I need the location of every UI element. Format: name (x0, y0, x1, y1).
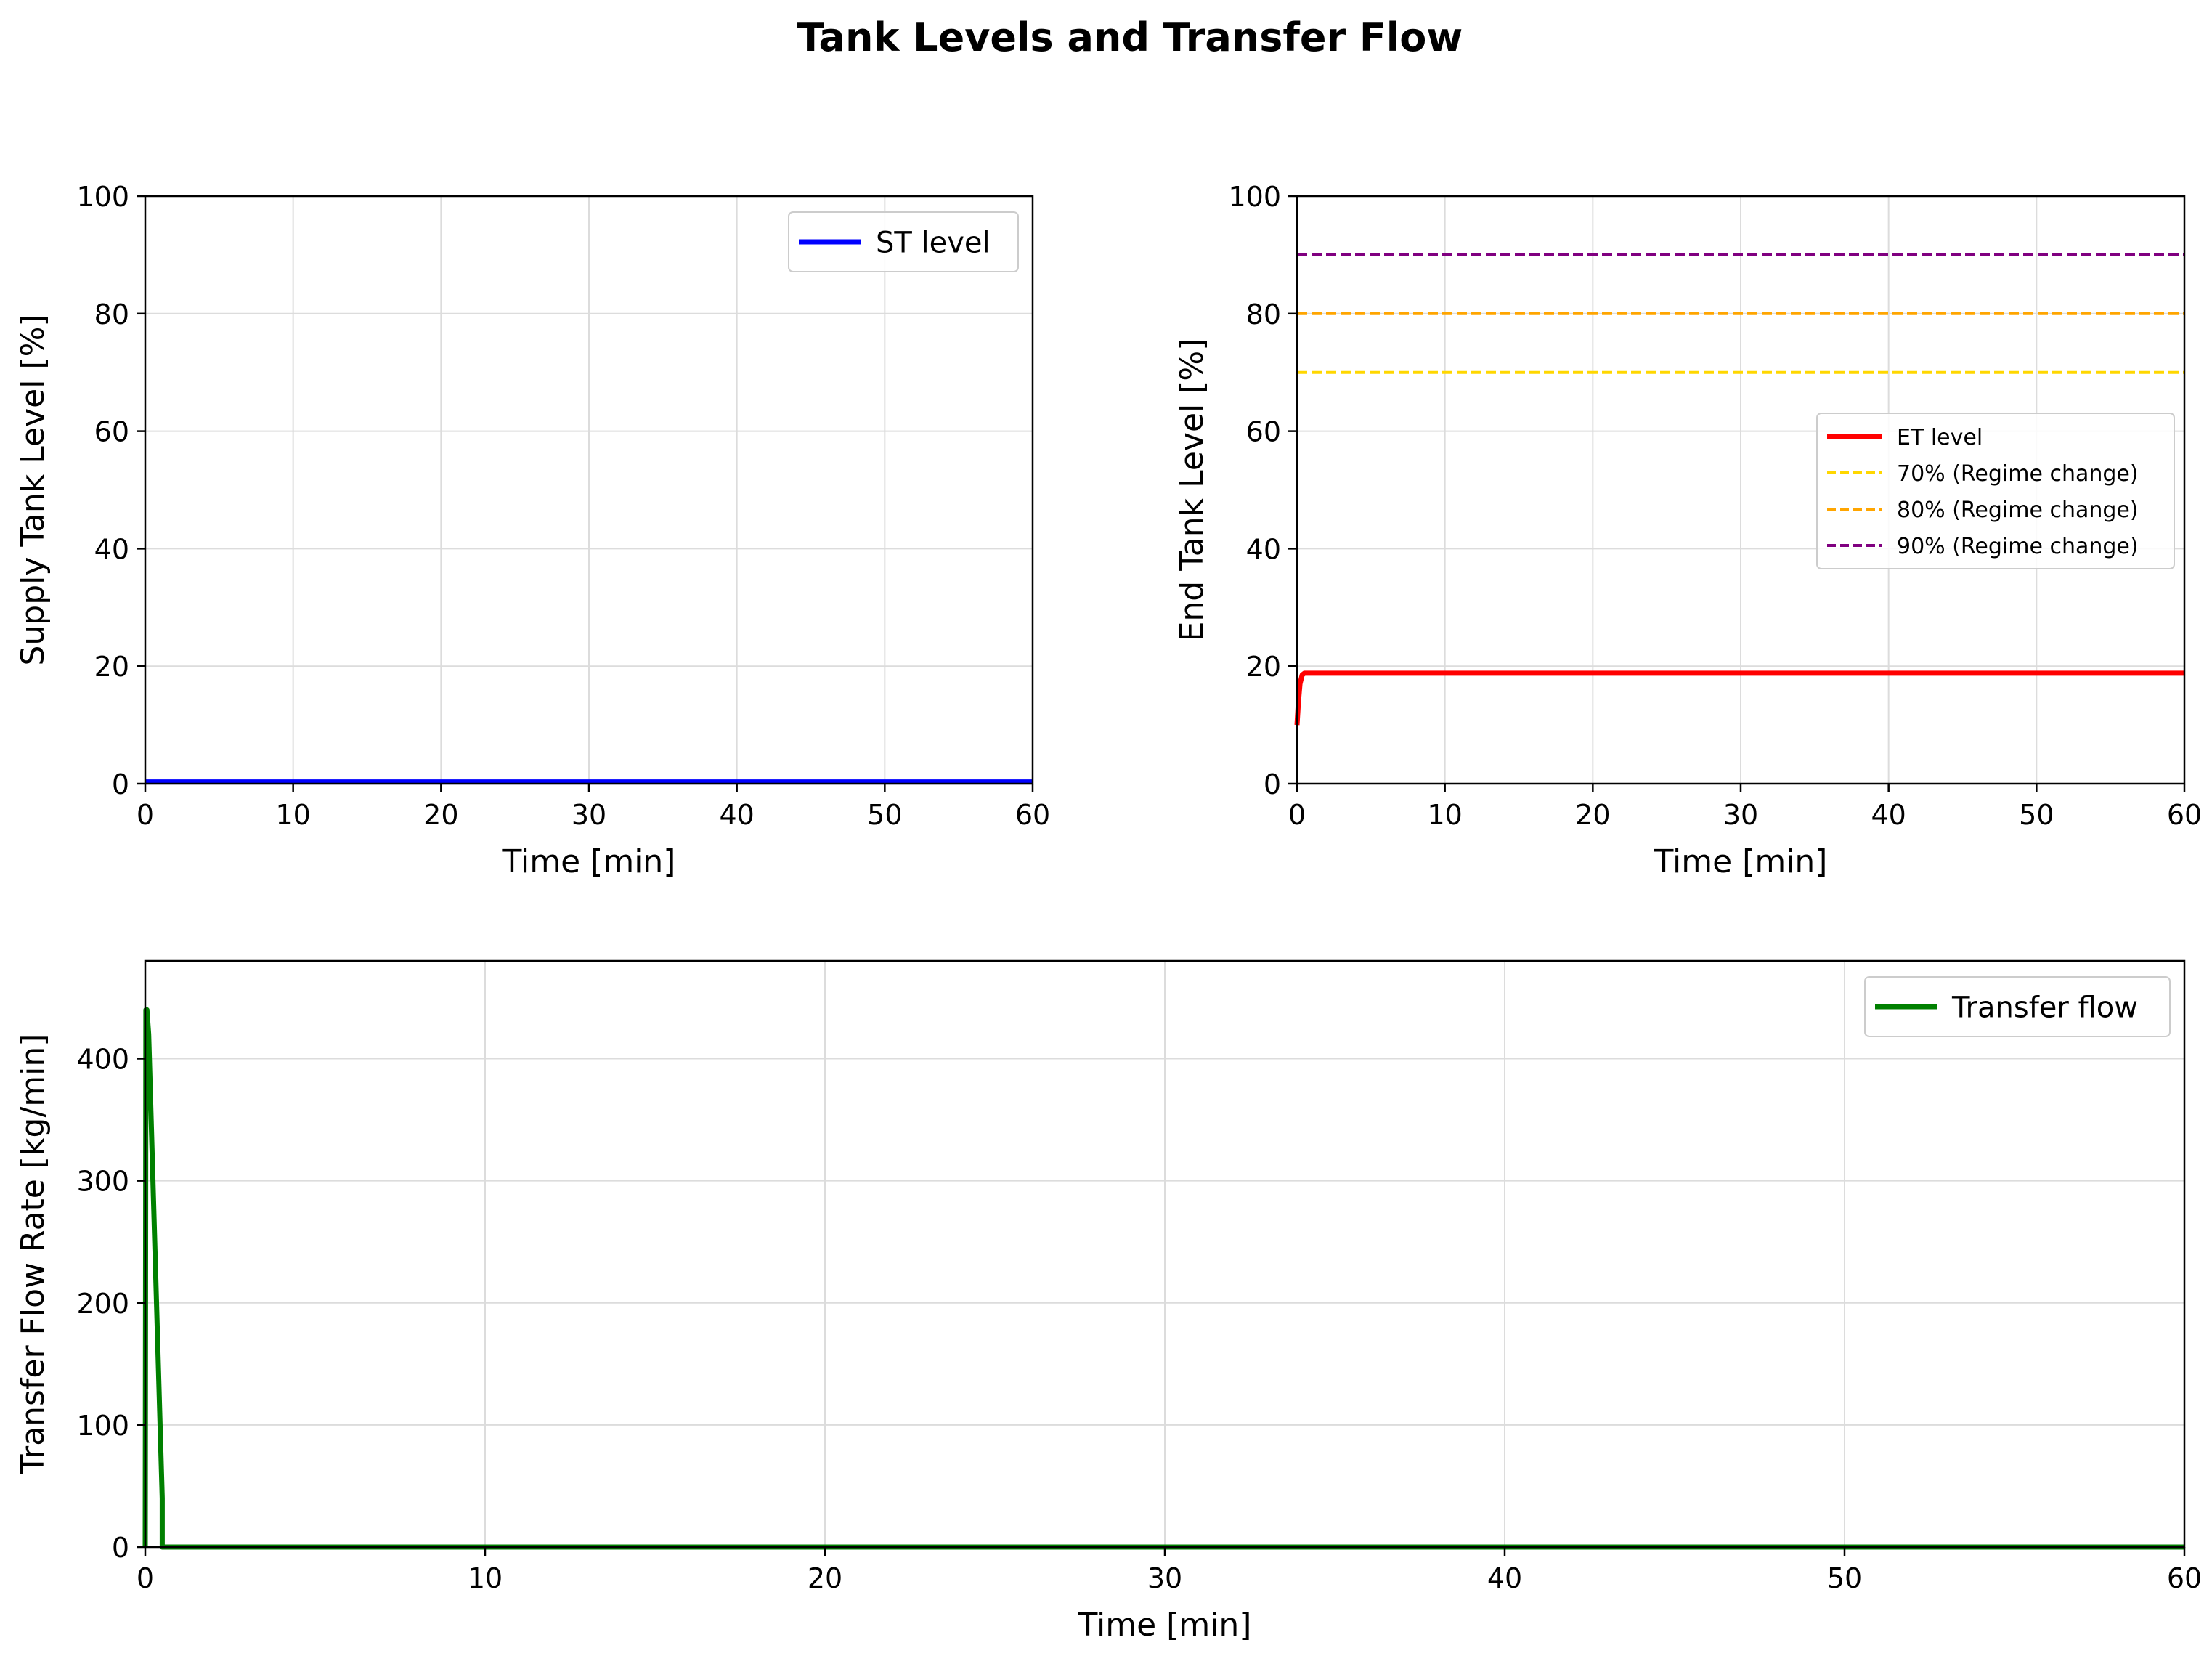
x-tick-label: 50 (2019, 799, 2054, 831)
x-tick-label: 20 (1575, 799, 1610, 831)
legend-box (1864, 976, 2171, 1037)
x-tick-label: 10 (275, 799, 310, 831)
legend-box (788, 211, 1019, 272)
legend-label: 90% (Regime change) (1897, 534, 2139, 559)
x-axis-label: Time [min] (1078, 1607, 1252, 1644)
y-tick-label: 100 (76, 181, 129, 213)
y-tick-label: 40 (94, 533, 129, 565)
y-axis-label: Supply Tank Level [%] (15, 314, 52, 665)
y-tick-label: 100 (1228, 181, 1281, 213)
y-tick-label: 0 (1264, 768, 1281, 800)
x-axis-label: Time [min] (1654, 843, 1828, 880)
x-tick-label: 20 (423, 799, 458, 831)
y-tick-label: 0 (112, 1532, 129, 1564)
legend-label: ET level (1897, 425, 1983, 450)
x-tick-label: 0 (1288, 799, 1306, 831)
legend-label: 80% (Regime change) (1897, 498, 2139, 523)
chart-2: 0 10 20 30 40 50 60 0 20 40 60 80 100 Time [min] End T… (1174, 181, 2202, 880)
x-tick-label: 60 (2167, 1562, 2202, 1594)
x-axis-label: Time [min] (502, 843, 676, 880)
y-axis-label: Transfer Flow Rate [kg/min] (15, 1034, 52, 1475)
y-tick-label: 200 (76, 1288, 129, 1320)
x-tick-label: 20 (808, 1562, 842, 1594)
x-tick-label: 40 (1487, 1562, 1522, 1594)
x-tick-label: 40 (719, 799, 754, 831)
chart-3: 0 10 20 30 40 50 60 0 100 200 300 400 Time [min] Tran… (15, 959, 2202, 1644)
x-tick-label: 60 (2167, 799, 2202, 831)
x-tick-label: 10 (468, 1562, 503, 1594)
x-tick-label: 0 (137, 1562, 154, 1594)
x-tick-label: 10 (1427, 799, 1462, 831)
x-tick-label: 30 (1147, 1562, 1182, 1594)
x-tick-label: 60 (1015, 799, 1050, 831)
y-axis-label: End Tank Level [%] (1174, 338, 1211, 642)
x-tick-label: 0 (137, 799, 154, 831)
legend-label: ST level (876, 226, 991, 259)
y-tick-label: 0 (112, 768, 129, 800)
y-tick-label: 60 (1246, 416, 1281, 448)
x-tick-label: 50 (867, 799, 902, 831)
series-line-et-level (1294, 670, 2184, 726)
y-tick-label: 300 (76, 1166, 129, 1198)
x-tick-label: 30 (1723, 799, 1758, 831)
y-tick-label: 80 (94, 299, 129, 330)
legend-label: 70% (Regime change) (1897, 461, 2139, 487)
x-tick-label: 30 (572, 799, 606, 831)
y-tick-label: 20 (1246, 651, 1281, 683)
legend-box (1816, 413, 2175, 569)
legend-label: Transfer flow (1951, 991, 2138, 1024)
chart-1: 0 10 20 30 40 50 60 0 20 40 60 80 100 Time [min] Suppl… (15, 181, 1050, 880)
x-tick-label: 50 (1827, 1562, 1862, 1594)
y-tick-label: 20 (94, 651, 129, 683)
y-tick-label: 40 (1246, 533, 1281, 565)
x-tick-label: 40 (1871, 799, 1906, 831)
y-tick-label: 80 (1246, 299, 1281, 330)
figure-title: Tank Levels and Transfer Flow (797, 15, 1463, 60)
y-tick-label: 400 (76, 1044, 129, 1076)
y-tick-label: 100 (76, 1410, 129, 1442)
y-tick-label: 60 (94, 416, 129, 448)
